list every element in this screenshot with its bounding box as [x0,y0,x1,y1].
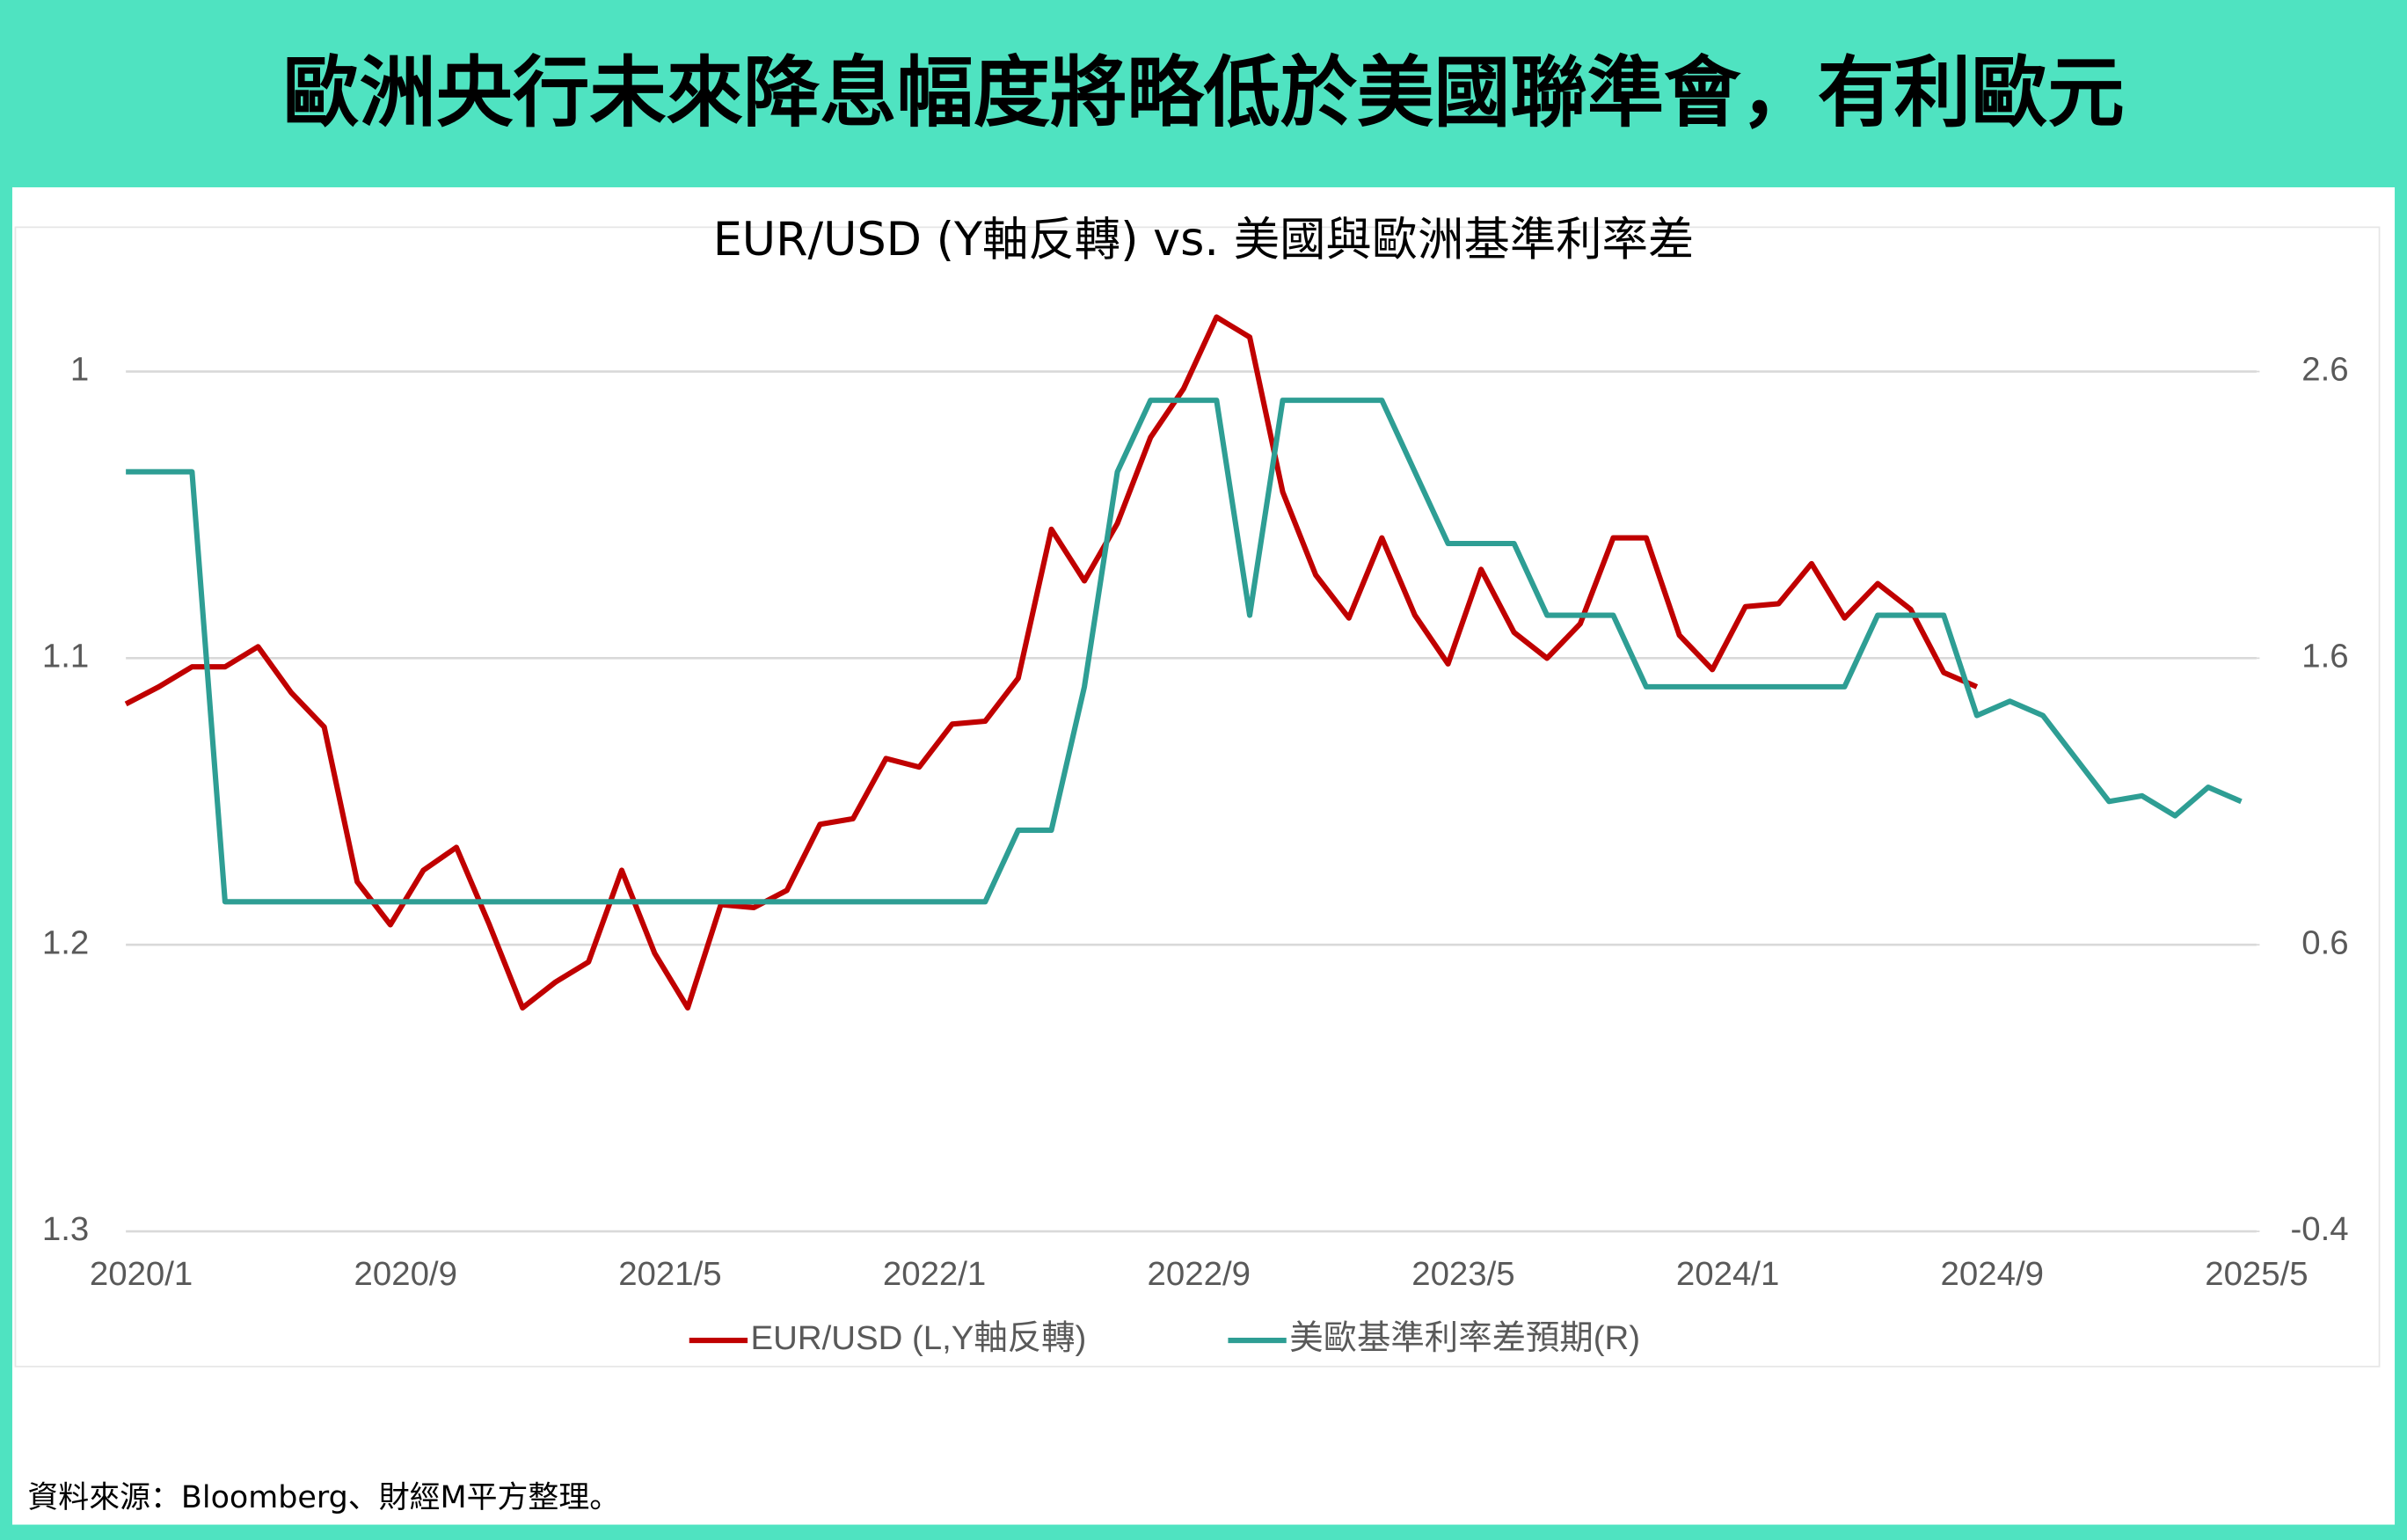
source: 資料來源：Bloomberg、財經M平方整理。 [27,1480,620,1515]
y2-tick-label: -0.4 [2291,1210,2349,1248]
x-tick-label: 2025/5 [2205,1255,2308,1293]
x-tick-label: 2021/5 [618,1255,721,1293]
y-tick-label: 1.3 [42,1210,89,1248]
y2-tick-label: 0.6 [2301,923,2348,961]
series-line [124,314,1979,1011]
legend-label: EUR/USD (L,Y軸反轉) [751,1319,1087,1357]
y2-tick-label: 1.6 [2301,637,2348,675]
chart-title: EUR/USD (Y軸反轉) vs. 美國與歐洲基準利率差 [713,213,1695,266]
legend-label: 美歐基準利率差預期(R) [1289,1319,1640,1357]
x-tick-label: 2023/5 [1411,1255,1514,1293]
x-tick-label: 2022/1 [883,1255,986,1293]
x-tick-label: 2024/9 [1941,1255,2044,1293]
x-tick-label: 2020/9 [354,1255,457,1293]
y-tick-label: 1.2 [42,923,89,961]
chart-frame [14,226,2381,1368]
series-line [126,398,2243,905]
x-tick-label: 2022/9 [1148,1255,1251,1293]
header-title: 歐洲央行未來降息幅度將略低於美國聯準會，有利歐元 [282,48,2124,138]
panel [11,186,2396,1525]
x-tick-label: 2024/1 [1676,1255,1779,1293]
y-tick-label: 1.1 [42,637,89,675]
y-tick-label: 1 [70,351,89,389]
y2-tick-label: 2.6 [2301,351,2348,389]
plot: 1 1.1 1.2 1.3 2.6 1.6 0.6 -0.4 2020/1 2020/9 2021/… [42,314,2349,1357]
x-tick-label: 2020/1 [90,1255,193,1293]
